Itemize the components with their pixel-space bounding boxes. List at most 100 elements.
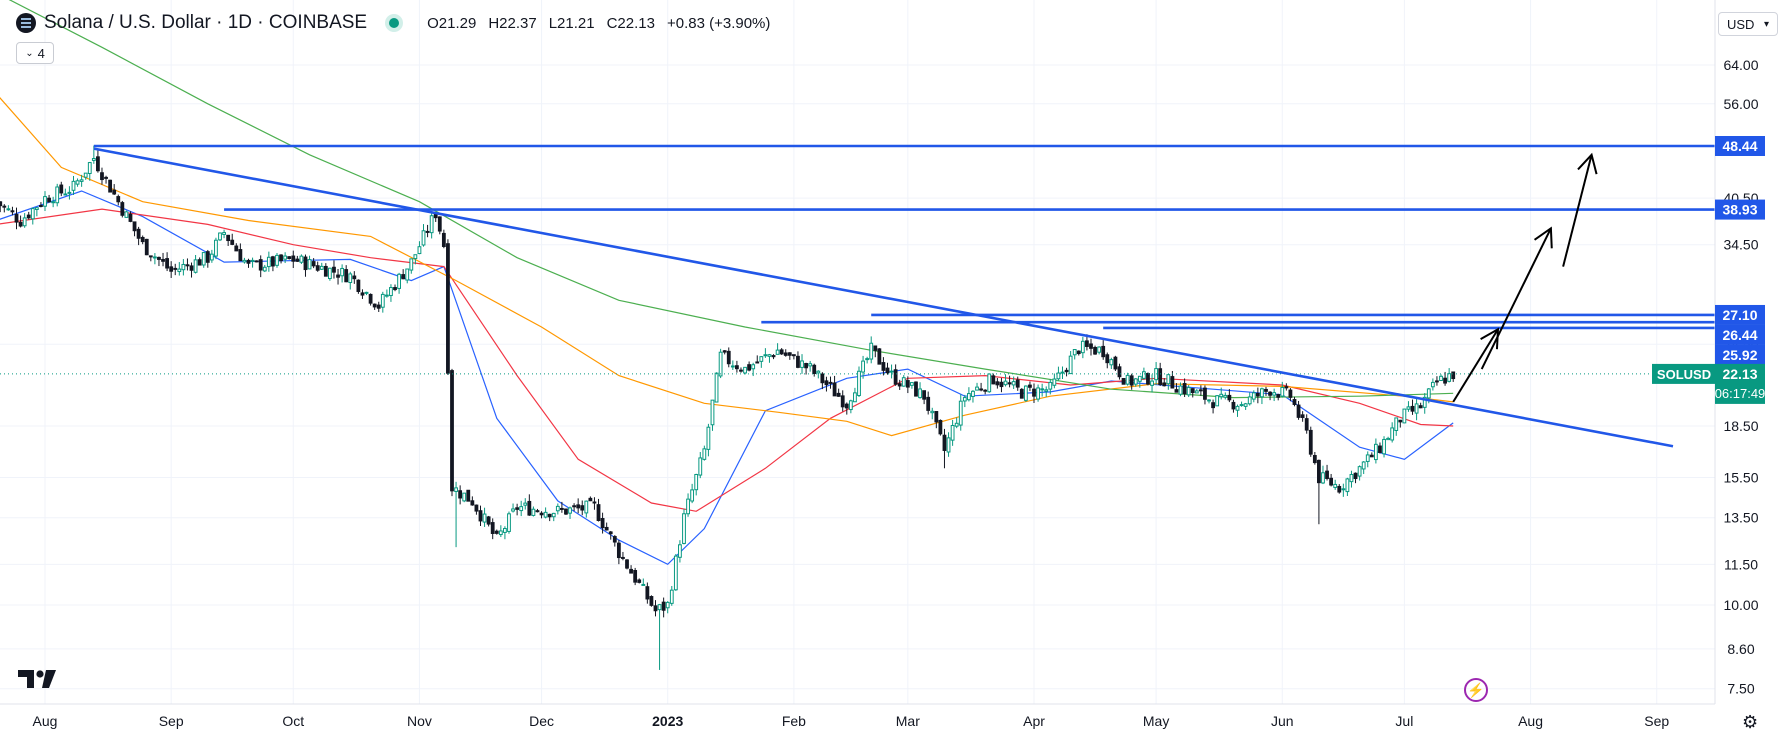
candle-body (1264, 388, 1268, 392)
candle-body (1097, 346, 1102, 353)
ohlc-close: C22.13 (606, 14, 655, 32)
indicators-toggle-button[interactable]: ⌄ 4 (16, 42, 54, 64)
candle-body (816, 370, 821, 374)
candle-body (209, 253, 214, 261)
candle-body (222, 232, 226, 235)
candle-body (751, 364, 756, 370)
candle-body (112, 189, 117, 195)
candle-body (836, 392, 841, 397)
x-tick-label: Aug (33, 713, 58, 729)
level-price-badge (1715, 304, 1765, 325)
candle-body (706, 426, 711, 450)
currency-select[interactable]: USD ▾ (1718, 12, 1778, 36)
candle-body (914, 381, 918, 397)
candle-body (55, 186, 60, 204)
trendline[interactable] (93, 147, 1674, 448)
candle-body (201, 252, 206, 266)
candle-body (39, 204, 43, 207)
candle-body (319, 265, 324, 270)
chevron-down-icon: ⌄ (25, 47, 34, 59)
candle-body (303, 256, 308, 271)
candle-body (824, 380, 829, 386)
chevron-down-icon: ▾ (1763, 18, 1769, 30)
candle-body (1089, 343, 1093, 349)
candle-body (848, 400, 853, 411)
candle-body (641, 583, 646, 586)
candle-body (144, 238, 149, 256)
candle-body (926, 396, 931, 411)
candle-body (649, 596, 654, 606)
candle-body (1052, 378, 1057, 386)
candle-body (1133, 378, 1138, 385)
candle-body (26, 214, 31, 219)
candle-body (352, 275, 357, 280)
candle-body (1451, 371, 1456, 380)
candle-body (657, 604, 662, 611)
candle-body (454, 487, 458, 492)
candle-body (307, 259, 312, 270)
candle-body (629, 568, 633, 574)
candle-body (1015, 379, 1020, 388)
candle-body (1190, 388, 1195, 394)
candle-body (580, 505, 585, 511)
candle-body (1085, 340, 1089, 347)
ohlc-low: L21.21 (548, 14, 595, 32)
candle-body (360, 292, 365, 296)
candle-body (1414, 403, 1419, 414)
candle-body (543, 511, 548, 518)
gear-icon[interactable]: ⚙ (1742, 712, 1759, 732)
candle-body (1272, 392, 1277, 396)
candle-body (291, 255, 296, 262)
x-tick-label: Apr (1023, 713, 1045, 729)
candle-body (1304, 418, 1309, 431)
candle-body (1076, 350, 1081, 355)
candle-body (116, 196, 121, 203)
candle-body (739, 369, 743, 372)
time-axis[interactable]: Aug Sep Oct Nov Dec 2023 Feb Mar Apr May Jun Jul Aug… (0, 703, 1715, 729)
candle-body (1447, 373, 1452, 382)
candle-body (934, 411, 939, 423)
candle-body (804, 362, 808, 369)
candle-body (1312, 455, 1317, 464)
flash-lightning-icon[interactable]: ⚡ (1464, 678, 1488, 702)
symbol-badge (1652, 363, 1716, 384)
candle-body (1378, 445, 1382, 453)
candle-body (30, 208, 35, 220)
candle-body (1394, 417, 1399, 431)
moving-average-line (8, 0, 1454, 399)
candle-body (702, 448, 707, 460)
candle-body (515, 507, 520, 510)
price-axis[interactable]: 7.508.6010.0011.5013.5015.5018.5024.5034… (1652, 0, 1765, 704)
candle-body (87, 162, 92, 174)
candle-body (661, 601, 666, 611)
candle-body (1060, 371, 1065, 374)
candle-body (596, 504, 601, 522)
candle-body (881, 362, 886, 371)
candle-body (474, 504, 479, 512)
candle-body (1101, 345, 1106, 358)
candle-body (1048, 381, 1053, 390)
level-price-label: 27.10 (1722, 307, 1757, 323)
candle-body (458, 490, 463, 499)
candle-body (498, 530, 503, 536)
drawing-annotations[interactable] (0, 144, 1715, 448)
projection-arrow[interactable] (1562, 154, 1593, 267)
candle-body (214, 239, 218, 257)
candle-body (490, 522, 495, 534)
candle-body (995, 381, 1000, 386)
chart-header: Solana / U.S. Dollar · 1D · COINBASE O21… (16, 12, 770, 34)
candle-body (218, 232, 222, 241)
candle-body (625, 559, 629, 569)
projection-arrow[interactable] (1480, 227, 1552, 370)
candle-body (409, 258, 414, 271)
candle-body (14, 213, 19, 223)
candle-body (922, 390, 927, 400)
candle-body (800, 360, 804, 368)
projection-arrow[interactable] (1452, 328, 1499, 403)
candle-body (1353, 472, 1358, 480)
candle-body (397, 273, 401, 289)
candle-body (100, 172, 104, 181)
candle-body (938, 419, 943, 435)
symbol-title[interactable]: Solana / U.S. Dollar · 1D · COINBASE (44, 12, 368, 33)
